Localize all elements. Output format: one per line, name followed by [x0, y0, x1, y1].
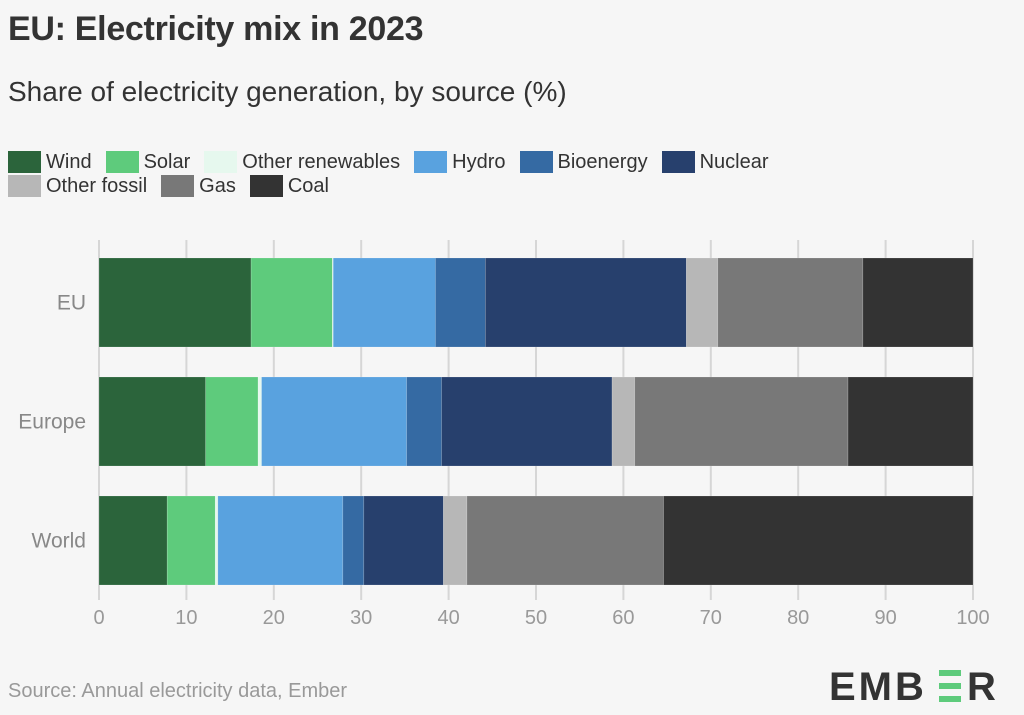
bar-segment-solar [250, 257, 333, 348]
bar-segment-gas [717, 257, 864, 348]
legend-swatch [661, 151, 695, 173]
legend: Wind Solar Other renewables Hydro Bioene… [8, 150, 1008, 198]
bar-segment-nuclear [441, 376, 613, 467]
ember-logo-bar [939, 670, 961, 676]
x-tick-label: 100 [956, 607, 989, 629]
ember-logo-bar [939, 696, 961, 702]
ember-logo: EMB R [829, 665, 996, 707]
chart-title: EU: Electricity mix in 2023 [8, 10, 424, 48]
bar-segment-other-fossil [443, 495, 468, 586]
bar-segment-coal [847, 376, 974, 467]
legend-row: Wind Solar Other renewables Hydro Bioene… [8, 150, 1008, 174]
legend-label: Hydro [452, 150, 506, 173]
legend-item-nuclear: Nuclear [661, 150, 769, 174]
bar-segment-gas [634, 376, 849, 467]
source-note: Source: Annual electricity data, Ember [8, 680, 348, 702]
bar-segment-solar [205, 376, 259, 467]
bar-segment-hydro [332, 257, 436, 348]
bar-segment-solar [166, 495, 216, 586]
legend-label: Other fossil [46, 174, 148, 197]
legend-swatch [519, 151, 553, 173]
legend-label: Other renewables [242, 150, 401, 173]
bar-segment-coal [663, 495, 974, 586]
x-tick-label: 90 [874, 607, 896, 629]
bar-segment-other-renewables [257, 376, 262, 467]
bar-segment-bioenergy [406, 376, 442, 467]
category-label: World [32, 530, 86, 553]
legend-item-other-fossil: Other fossil [8, 175, 147, 198]
category-label: Europe [18, 411, 86, 434]
bar-segment-gas [466, 495, 664, 586]
legend-label: Solar [143, 150, 191, 173]
legend-swatch [8, 175, 41, 197]
bar-segment-nuclear [485, 257, 687, 348]
x-tick-label: 80 [787, 607, 809, 629]
legend-label: Coal [287, 174, 329, 197]
bar-segment-wind [98, 376, 206, 467]
bar-segment-bioenergy [435, 257, 486, 348]
bar-segment-coal [862, 257, 974, 348]
legend-item-bioenergy: Bioenergy [519, 150, 648, 174]
legend-swatch [8, 151, 41, 173]
legend-item-hydro: Hydro [414, 150, 506, 174]
stacked-bar-chart: EU Europe World 0 10 20 30 40 50 60 70 80 90 100 [18, 240, 990, 629]
bar-segment-other-fossil [686, 257, 719, 348]
x-tick-label: 0 [93, 607, 104, 629]
legend-label: Nuclear [699, 150, 769, 173]
legend-row: Other fossil Gas Coal [8, 174, 1008, 198]
x-tick-label: 60 [612, 607, 634, 629]
bar-segment-hydro [217, 495, 344, 586]
legend-swatch [249, 175, 283, 197]
legend-item-other-renewables: Other renewables [204, 151, 400, 174]
legend-swatch [204, 151, 238, 173]
legend-label: Gas [199, 174, 236, 197]
chart-subtitle: Share of electricity generation, by sour… [8, 76, 567, 107]
ember-logo-text-right: R [967, 665, 996, 707]
legend-swatch [105, 151, 139, 173]
x-tick-label: 50 [525, 607, 547, 629]
bar-segment-other-renewables [214, 495, 219, 586]
x-tick-label: 30 [350, 607, 372, 629]
bar-segment-wind [98, 495, 168, 586]
legend-swatch [414, 151, 448, 173]
legend-swatch [161, 175, 195, 197]
legend-item-wind: Wind [8, 151, 92, 174]
bar-segment-wind [98, 257, 252, 348]
bar-segment-nuclear [363, 495, 444, 586]
bar-segment-bioenergy [342, 495, 365, 586]
legend-item-coal: Coal [249, 174, 329, 198]
bar-segment-hydro [261, 376, 407, 467]
x-tick-label: 10 [175, 607, 197, 629]
category-label: EU [57, 292, 86, 315]
bar-segment-other-fossil [611, 376, 636, 467]
legend-item-gas: Gas [161, 175, 236, 198]
ember-logo-bar [939, 683, 961, 689]
legend-label: Bioenergy [557, 150, 648, 173]
legend-label: Wind [46, 150, 92, 173]
legend-item-solar: Solar [105, 150, 191, 174]
x-tick-label: 20 [263, 607, 285, 629]
ember-logo-text-left: EMB [829, 665, 927, 707]
x-tick-label: 40 [437, 607, 459, 629]
x-tick-label: 70 [700, 607, 722, 629]
